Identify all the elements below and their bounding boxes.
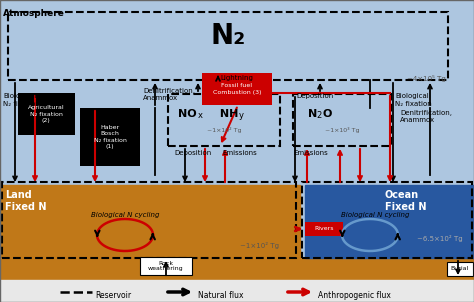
Text: Reservoir: Reservoir [95,291,131,300]
Bar [305,185,474,258]
Bar [0,258,474,280]
Text: Agricultural
N₂ fixation
(2): Agricultural N₂ fixation (2) [27,105,64,123]
Bar [168,94,280,146]
Text: Natural flux: Natural flux [198,291,244,300]
Bar [8,12,448,80]
Bar [0,0,474,258]
Text: NO: NO [178,109,197,119]
Text: Anthropogenic flux: Anthropogenic flux [318,291,391,300]
Text: Land
Fixed N: Land Fixed N [5,190,46,212]
Bar [18,93,75,135]
Text: x: x [198,111,203,120]
Text: ~1×10² Tg: ~1×10² Tg [207,127,241,133]
Text: Rock
weathering: Rock weathering [148,261,184,271]
Text: NH: NH [216,109,238,119]
Text: y: y [239,111,244,120]
Text: Rivers: Rivers [314,226,334,232]
Text: N: N [308,109,317,119]
Text: Deposition: Deposition [296,93,333,99]
Bar [447,262,473,276]
Text: O: O [323,109,332,119]
Text: Denitrification,
Anammox: Denitrification, Anammox [143,88,195,101]
Text: ~6.5×10² Tg: ~6.5×10² Tg [417,235,463,242]
Text: ~1×10² Tg: ~1×10² Tg [240,242,280,249]
Text: ~4×10⁵ Tg: ~4×10⁵ Tg [407,75,446,82]
Text: Emissions: Emissions [293,150,328,156]
Text: Denitrification,
Anammox: Denitrification, Anammox [400,110,452,124]
Bar [202,73,272,105]
Bar [302,182,472,258]
Bar [140,257,192,275]
Bar [305,222,343,236]
Bar [293,94,391,146]
Bar [0,280,474,302]
Text: N₂: N₂ [210,22,246,50]
Text: Biological
N₂ fixation: Biological N₂ fixation [3,93,40,107]
Bar [0,185,300,258]
Bar [80,108,140,166]
Text: 2: 2 [316,111,321,120]
Text: Haber
Bosch
N₂ fixation
(1): Haber Bosch N₂ fixation (1) [93,125,127,149]
Bar [2,182,296,258]
Text: Ocean
Fixed N: Ocean Fixed N [385,190,427,212]
Text: Atmosphere: Atmosphere [3,9,65,18]
Text: Lightning: Lightning [220,75,253,81]
Text: Emissions: Emissions [222,150,257,156]
Text: Biological
N₂ fixation: Biological N₂ fixation [395,93,432,107]
Text: Burial: Burial [451,266,469,271]
Text: Fossil fuel
Combustion (3): Fossil fuel Combustion (3) [213,83,261,95]
Text: ~1×10³ Tg: ~1×10³ Tg [325,127,359,133]
Text: Biological N cycling: Biological N cycling [341,212,409,218]
Text: Deposition: Deposition [174,150,211,156]
Text: Biological N cycling: Biological N cycling [91,212,159,218]
